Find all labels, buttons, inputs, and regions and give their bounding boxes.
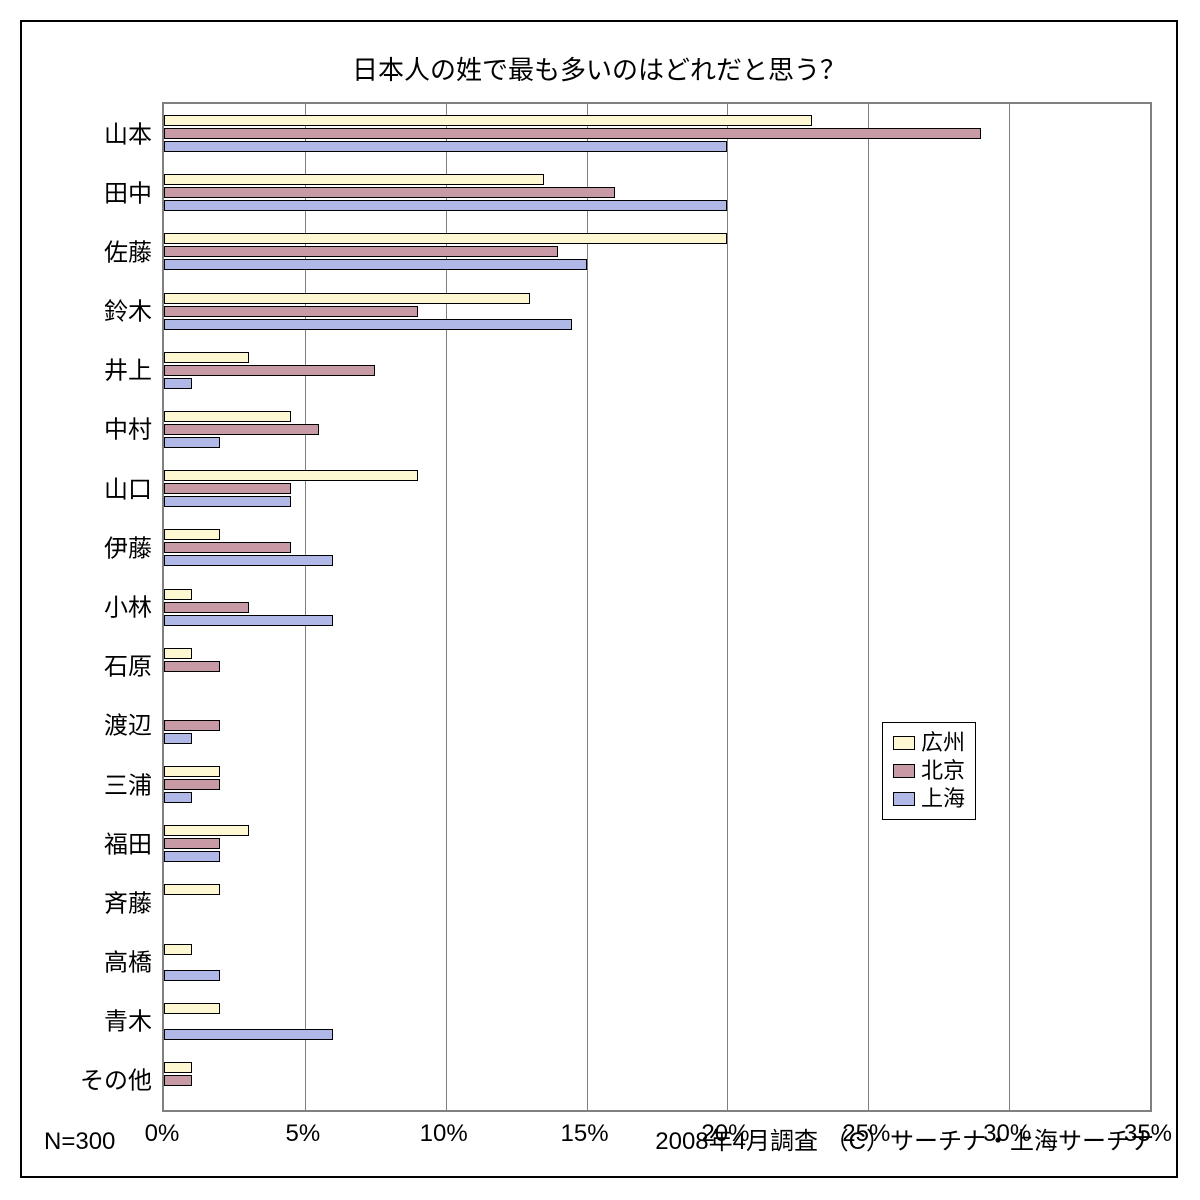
bar xyxy=(164,602,249,613)
bar xyxy=(164,1029,333,1040)
bar xyxy=(164,944,192,955)
bar xyxy=(164,555,333,566)
bar xyxy=(164,306,418,317)
bar xyxy=(164,529,220,540)
bar xyxy=(164,319,572,330)
footer-credit: 2008年4月調査 （C）サーチナ・上海サーチナ xyxy=(655,1121,1154,1156)
bar xyxy=(164,589,192,600)
y-category-label: 山本 xyxy=(22,114,152,149)
bar xyxy=(164,615,333,626)
bar xyxy=(164,661,220,672)
bar xyxy=(164,187,615,198)
bar xyxy=(164,365,375,376)
chart-frame: 日本人の姓で最も多いのはどれだと思う？ 山本田中佐藤鈴木井上中村山口伊藤小林石原… xyxy=(20,20,1178,1178)
x-tick-label: 5% xyxy=(286,1120,321,1148)
y-category-label: 田中 xyxy=(22,173,152,208)
bar xyxy=(164,141,727,152)
bar xyxy=(164,233,727,244)
bar xyxy=(164,115,812,126)
bar xyxy=(164,1075,192,1086)
bar xyxy=(164,378,192,389)
y-category-label: 中村 xyxy=(22,410,152,445)
legend-swatch xyxy=(893,792,915,806)
bar xyxy=(164,648,192,659)
bar xyxy=(164,838,220,849)
legend-swatch xyxy=(893,764,915,778)
bar xyxy=(164,1062,192,1073)
bar xyxy=(164,246,558,257)
y-category-label: 鈴木 xyxy=(22,292,152,327)
legend: 広州北京上海 xyxy=(882,722,976,820)
bar xyxy=(164,970,220,981)
x-tick-label: 10% xyxy=(420,1120,468,1148)
legend-swatch xyxy=(893,736,915,750)
y-category-label: 高橋 xyxy=(22,943,152,978)
legend-label: 上海 xyxy=(921,785,965,813)
bar xyxy=(164,352,249,363)
y-category-label: 伊藤 xyxy=(22,528,152,563)
y-category-label: 小林 xyxy=(22,588,152,623)
legend-label: 広州 xyxy=(921,729,965,757)
y-category-label: その他 xyxy=(22,1061,152,1096)
bar xyxy=(164,200,727,211)
bar xyxy=(164,542,291,553)
y-category-label: 井上 xyxy=(22,351,152,386)
x-tick-label: 0% xyxy=(145,1120,180,1148)
legend-item: 広州 xyxy=(893,729,965,757)
bar xyxy=(164,293,530,304)
legend-label: 北京 xyxy=(921,757,965,785)
bar xyxy=(164,174,544,185)
legend-item: 北京 xyxy=(893,757,965,785)
bar xyxy=(164,792,192,803)
bar xyxy=(164,259,587,270)
bar xyxy=(164,437,220,448)
gridline xyxy=(587,104,588,1110)
y-category-label: 三浦 xyxy=(22,765,152,800)
bar xyxy=(164,884,220,895)
bar xyxy=(164,779,220,790)
bar xyxy=(164,825,249,836)
gridline xyxy=(868,104,869,1110)
legend-item: 上海 xyxy=(893,785,965,813)
gridline xyxy=(727,104,728,1110)
y-category-label: 渡辺 xyxy=(22,706,152,741)
y-category-label: 福田 xyxy=(22,824,152,859)
bar xyxy=(164,733,192,744)
y-category-label: 青木 xyxy=(22,1002,152,1037)
bar xyxy=(164,424,319,435)
plot-area xyxy=(162,102,1152,1112)
chart-title: 日本人の姓で最も多いのはどれだと思う？ xyxy=(22,50,1176,87)
bar xyxy=(164,766,220,777)
bar xyxy=(164,411,291,422)
x-tick-label: 15% xyxy=(561,1120,609,1148)
footer-n: N=300 xyxy=(44,1128,115,1156)
gridline xyxy=(1009,104,1010,1110)
y-category-label: 斉藤 xyxy=(22,883,152,918)
bar xyxy=(164,851,220,862)
y-category-label: 佐藤 xyxy=(22,232,152,267)
bar xyxy=(164,470,418,481)
y-category-label: 山口 xyxy=(22,469,152,504)
bar xyxy=(164,720,220,731)
bar xyxy=(164,1003,220,1014)
bar xyxy=(164,483,291,494)
bar xyxy=(164,496,291,507)
y-category-label: 石原 xyxy=(22,647,152,682)
bar xyxy=(164,128,981,139)
